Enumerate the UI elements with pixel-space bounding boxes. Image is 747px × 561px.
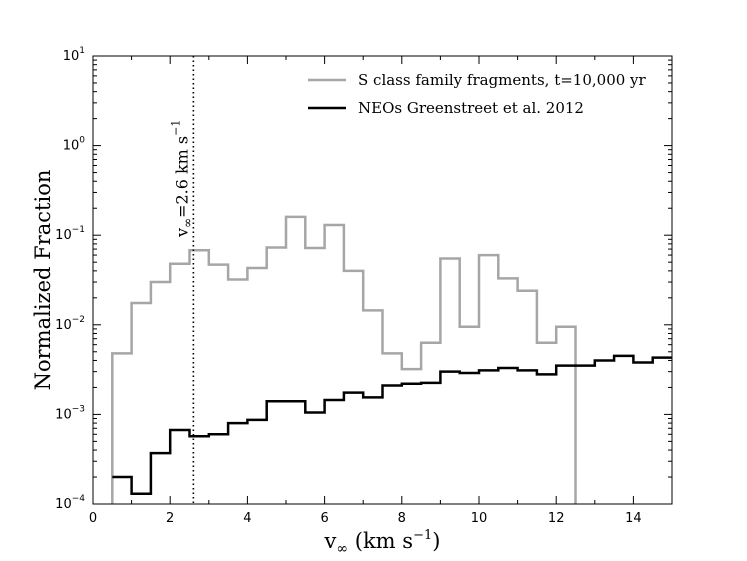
x-tick-label-0: 0: [89, 511, 97, 526]
x-tick-label-1: 2: [166, 511, 174, 526]
y-tick-label-3: 10−1: [55, 225, 85, 243]
y-tick-label-1: 10−3: [55, 404, 85, 422]
legend-label-neos: NEOs Greenstreet et al. 2012: [358, 99, 584, 117]
annotation-layer: v∞=2.6 km s−1: [169, 56, 194, 504]
series-line-1: [112, 354, 672, 496]
plot-frame: [92, 55, 673, 505]
y-tick-label-5: 101: [63, 46, 85, 64]
x-tick-label-4: 8: [398, 511, 406, 526]
x-tick-label-3: 6: [320, 511, 328, 526]
x-tick-label-6: 12: [548, 511, 565, 526]
legend: S class family fragments, t=10,000 yr NE…: [308, 71, 647, 117]
y-tick-label-2: 10−2: [55, 315, 85, 333]
tick-layer: 0 2 4 6 8 10 12 14 10−4 10−3 10−2 10−1 100 101: [55, 46, 672, 526]
x-tick-label-7: 14: [625, 511, 642, 526]
annotation-label-0: v∞=2.6 km s−1: [169, 120, 194, 238]
x-tick-label-2: 4: [243, 511, 251, 526]
series-layer: [111, 215, 672, 504]
y-tick-label-4: 100: [63, 136, 86, 154]
legend-label-s-class: S class family fragments, t=10,000 yr: [358, 71, 647, 89]
x-axis-title: v∞ (km s−1): [324, 528, 441, 557]
y-axis-title: Normalized Fraction: [31, 170, 55, 391]
series-line-0: [111, 215, 577, 504]
x-tick-label-5: 10: [471, 511, 488, 526]
y-tick-label-0: 10−4: [55, 494, 85, 512]
